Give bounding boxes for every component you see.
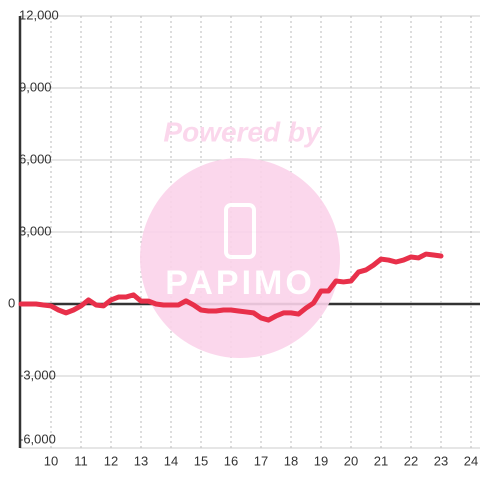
x-tick-label: 14 bbox=[164, 453, 178, 468]
y-tick-label: -3,000 bbox=[19, 367, 56, 382]
y-tick-label: 6,000 bbox=[19, 151, 52, 166]
series-line bbox=[18, 251, 444, 323]
x-tick-label: 23 bbox=[434, 453, 448, 468]
x-tick-label: 18 bbox=[284, 453, 298, 468]
x-tick-label: 19 bbox=[314, 453, 328, 468]
x-tick-label: 15 bbox=[194, 453, 208, 468]
x-tick-label: 17 bbox=[254, 453, 268, 468]
x-tick-label: 24 bbox=[464, 453, 478, 468]
x-tick-label: 16 bbox=[224, 453, 238, 468]
y-tick-label: 3,000 bbox=[19, 223, 52, 238]
x-tick-label: 13 bbox=[134, 453, 148, 468]
watermark-icon bbox=[224, 203, 256, 259]
y-tick-label: -6,000 bbox=[19, 431, 56, 446]
x-tick-label: 12 bbox=[104, 453, 118, 468]
x-tick-label: 10 bbox=[44, 453, 58, 468]
x-tick-label: 21 bbox=[374, 453, 388, 468]
y-tick-label: 9,000 bbox=[19, 79, 52, 94]
y-tick-label: 0 bbox=[8, 295, 15, 310]
watermark-text: Powered by bbox=[163, 116, 322, 147]
watermark-brand: PAPIMO bbox=[165, 264, 315, 302]
watermark: Powered by PAPIMO bbox=[140, 116, 340, 358]
x-tick-label: 11 bbox=[74, 453, 88, 468]
x-tick-label: 20 bbox=[344, 453, 358, 468]
plot: -6,000 -3,000 0 3,000 6,000 9,000 12,000 10 11 12… bbox=[8, 7, 478, 468]
y-tick-label: 12,000 bbox=[19, 7, 59, 22]
x-tick-label: 22 bbox=[404, 453, 418, 468]
